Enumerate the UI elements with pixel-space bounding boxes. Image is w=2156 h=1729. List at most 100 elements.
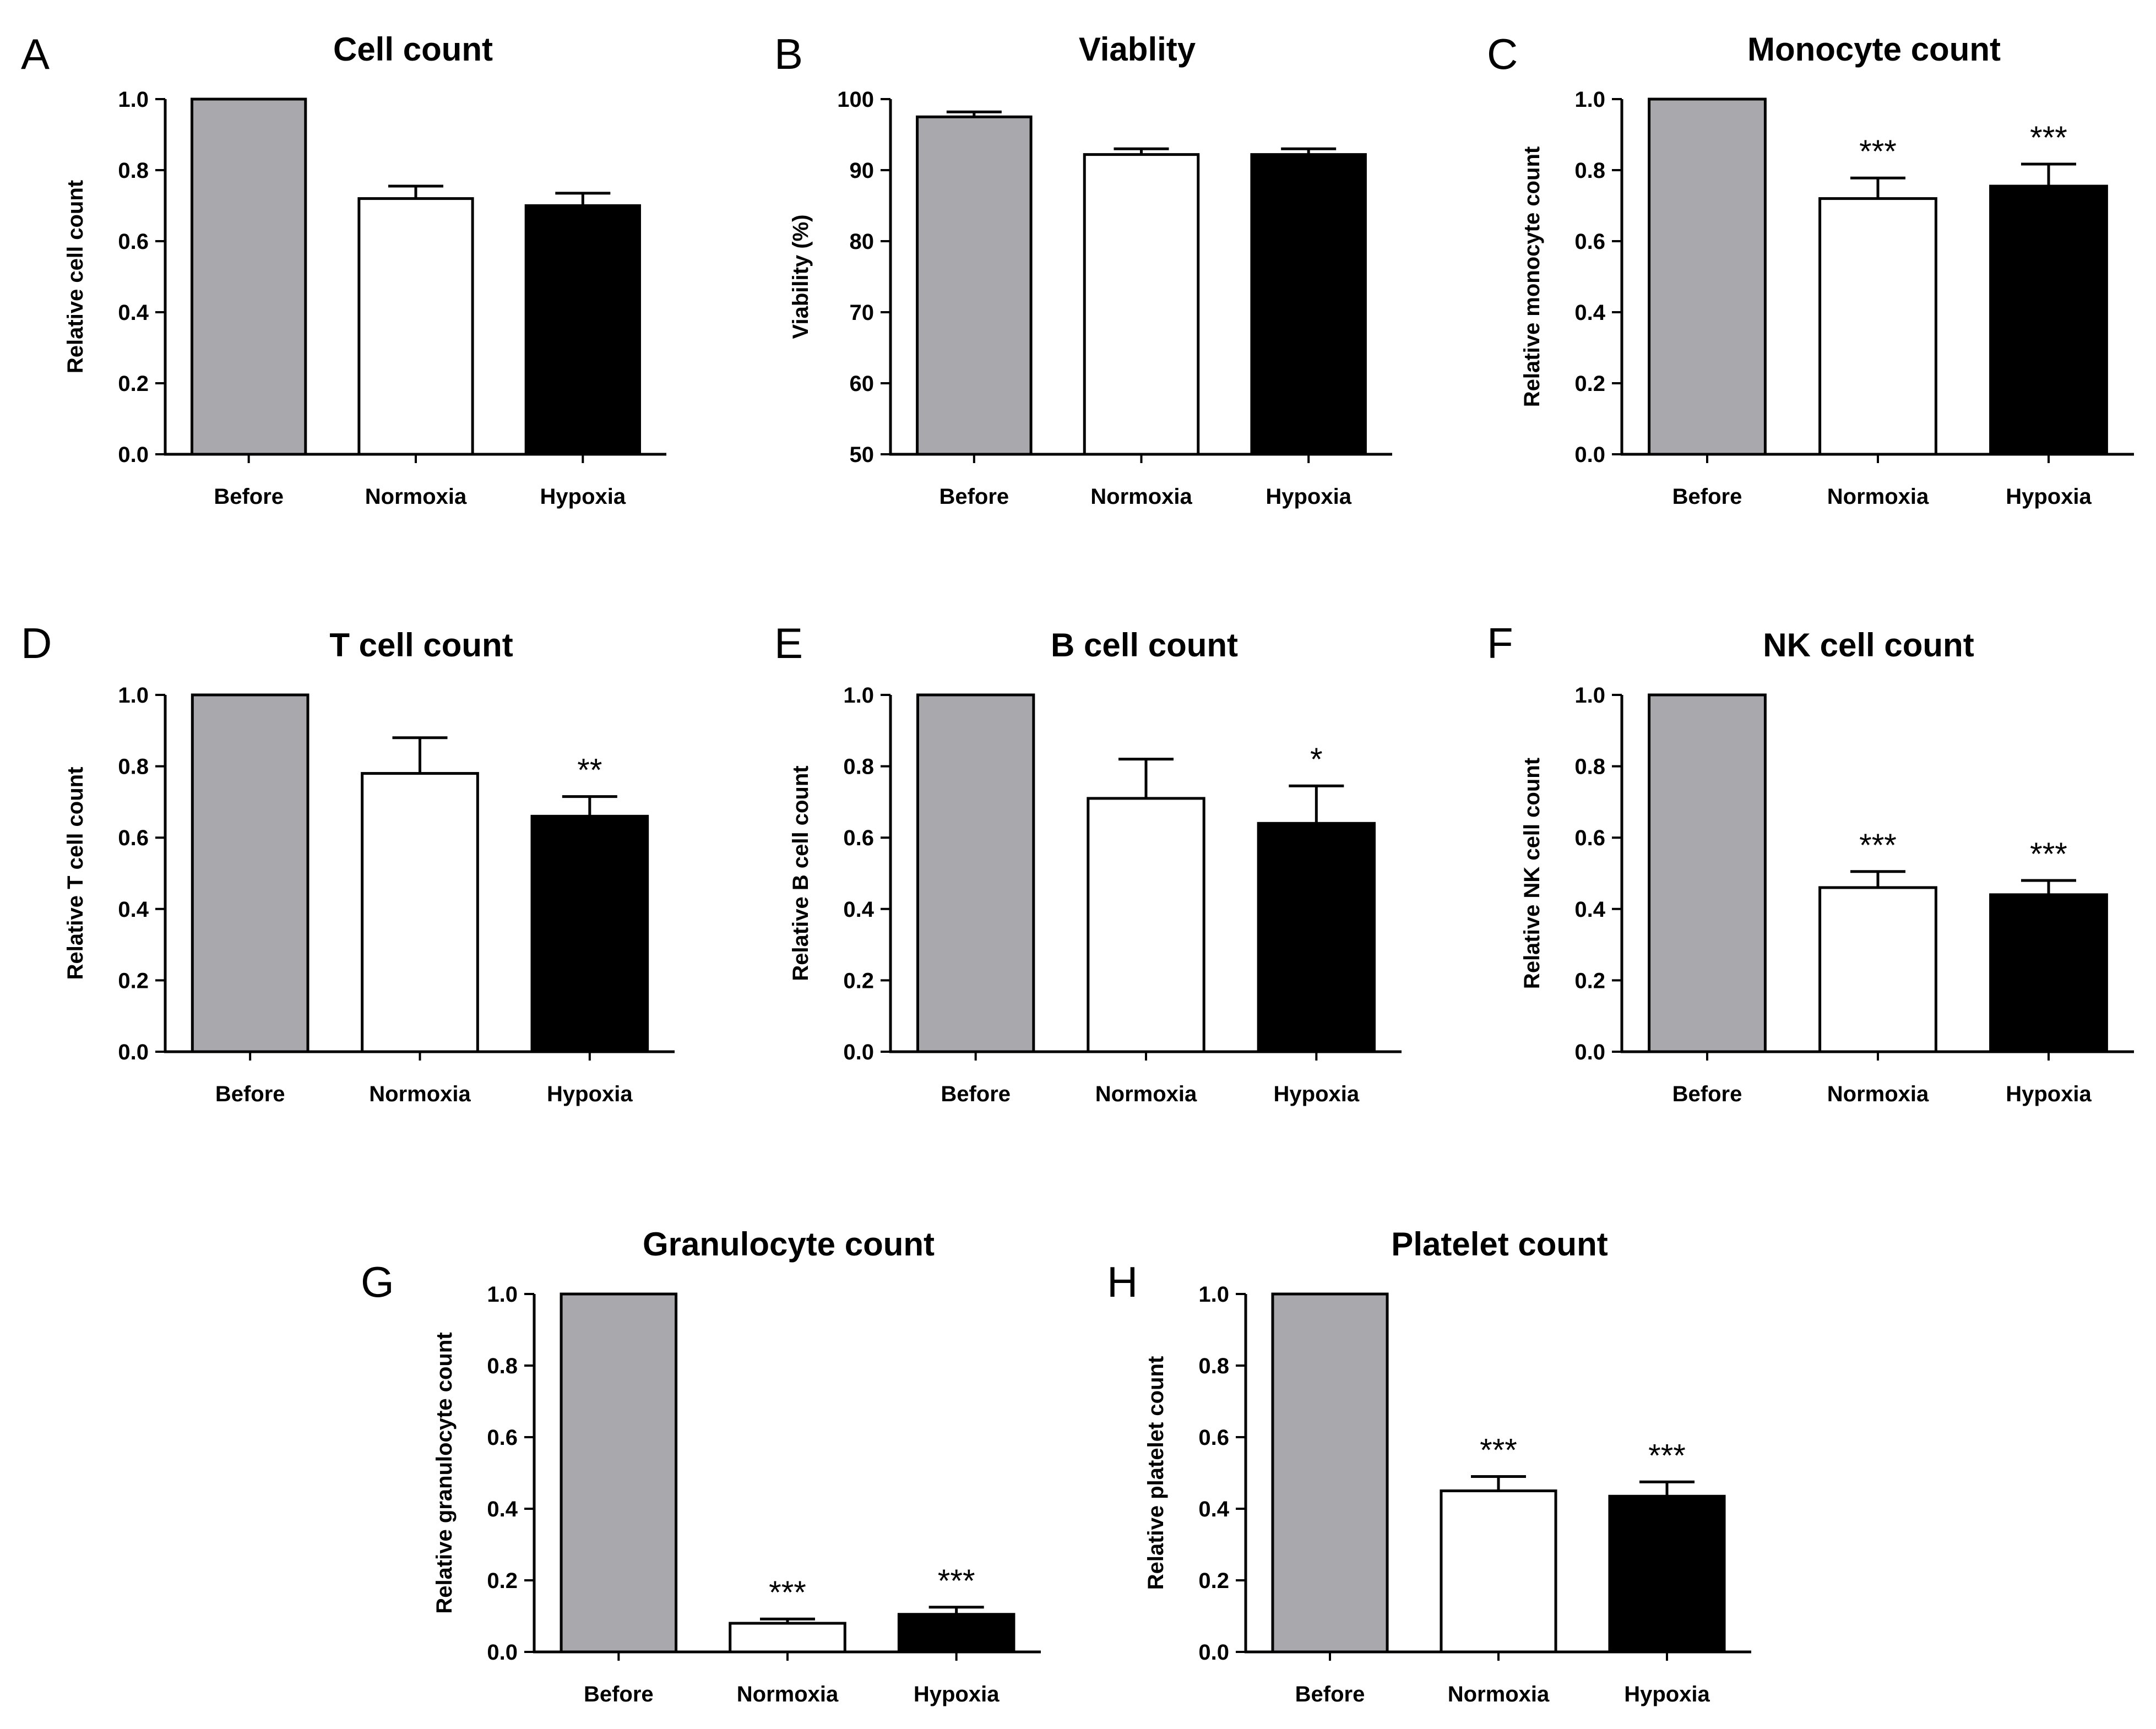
y-tick-label: 0.4	[1574, 898, 1605, 922]
chart-title: NK cell count	[1763, 627, 1974, 664]
x-tick-label: Normoxia	[1095, 1082, 1197, 1106]
x-tick-label: Normoxia	[1448, 1682, 1550, 1706]
x-tick-label: Normoxia	[369, 1082, 471, 1106]
bar-hypoxia	[1989, 184, 2108, 456]
x-tick-label: Normoxia	[1090, 485, 1192, 509]
panel-letter: G	[361, 1258, 394, 1306]
y-axis-label: Relative cell count	[63, 180, 88, 373]
y-tick-label: 0.2	[843, 969, 874, 993]
significance-marker: **	[577, 753, 602, 789]
y-tick-label: 1.0	[843, 683, 874, 708]
bar-hypoxia	[1608, 1494, 1726, 1654]
y-tick-label: 0.0	[118, 1040, 149, 1064]
bar-hypoxia	[1250, 153, 1367, 456]
bar-before	[916, 693, 1035, 1053]
y-tick-label: 1.0	[1574, 683, 1605, 708]
x-tick-label: Hypoxia	[540, 485, 626, 509]
chart-title: Monocyte count	[1747, 31, 2001, 68]
y-axis-label: Relative platelet count	[1144, 1356, 1168, 1590]
bar-before	[916, 115, 1033, 456]
chart-title: B cell count	[1051, 627, 1238, 664]
y-tick-label: 0.0	[118, 443, 149, 467]
bar-before	[1648, 693, 1767, 1053]
x-tick-label: Before	[1672, 1082, 1742, 1106]
panel-letter: D	[21, 619, 52, 667]
bar-hypoxia	[530, 814, 649, 1053]
chart-title: T cell count	[329, 627, 513, 664]
y-tick-label: 0.0	[487, 1640, 518, 1665]
y-tick-label: 0.8	[118, 159, 149, 183]
x-tick-label: Hypoxia	[2006, 485, 2092, 509]
y-tick-label: 1.0	[118, 88, 149, 112]
y-tick-label: 0.4	[1574, 301, 1605, 325]
y-tick-label: 0.4	[1198, 1497, 1229, 1521]
y-tick-label: 0.4	[487, 1497, 518, 1521]
y-tick-label: 0.2	[118, 969, 149, 993]
y-tick-label: 0.0	[1198, 1640, 1229, 1665]
bar-hypoxia	[897, 1613, 1015, 1654]
significance-marker: ***	[1648, 1438, 1686, 1474]
panel-letter: C	[1487, 30, 1518, 78]
bar-before	[1271, 1292, 1389, 1654]
significance-marker: ***	[769, 1575, 806, 1611]
x-tick-label: Hypoxia	[914, 1682, 1000, 1706]
y-tick-label: 1.0	[1198, 1282, 1229, 1307]
x-tick-label: Before	[215, 1082, 285, 1106]
y-tick-label: 80	[850, 230, 875, 254]
x-tick-label: Normoxia	[365, 485, 467, 509]
y-tick-label: 1.0	[118, 683, 149, 708]
y-tick-label: 0.6	[118, 230, 149, 254]
bar-normoxia	[357, 197, 474, 456]
y-axis-label: Relative granulocyte count	[432, 1332, 457, 1613]
y-tick-label: 0.2	[118, 372, 149, 396]
panel-letter: A	[21, 30, 50, 78]
y-tick-label: 0.8	[118, 755, 149, 779]
x-tick-label: Before	[941, 1082, 1011, 1106]
y-axis-label: Relative NK cell count	[1520, 758, 1544, 989]
y-tick-label: 90	[850, 159, 875, 183]
significance-marker: ***	[1859, 828, 1897, 863]
y-tick-label: 0.2	[1574, 969, 1605, 993]
panel-letter: E	[774, 619, 803, 667]
y-axis-label: Relative monocyte count	[1520, 146, 1544, 407]
y-tick-label: 0.4	[843, 898, 874, 922]
x-tick-label: Before	[939, 485, 1009, 509]
significance-marker: ***	[938, 1563, 975, 1599]
y-tick-label: 0.2	[1574, 372, 1605, 396]
chart-title: Cell count	[333, 31, 493, 68]
bar-before	[191, 97, 307, 456]
x-tick-label: Hypoxia	[547, 1082, 633, 1106]
y-tick-label: 0.6	[1574, 230, 1605, 254]
y-tick-label: 0.6	[843, 826, 874, 850]
bar-normoxia	[1818, 886, 1937, 1053]
panel-letter: B	[774, 30, 803, 78]
significance-marker: ***	[1859, 134, 1897, 170]
bar-normoxia	[1440, 1489, 1557, 1654]
x-tick-label: Normoxia	[1827, 1082, 1929, 1106]
y-tick-label: 60	[850, 372, 875, 396]
significance-marker: ***	[2030, 120, 2067, 156]
x-tick-label: Normoxia	[1827, 485, 1929, 509]
chart-title: Granulocyte count	[643, 1226, 935, 1263]
y-tick-label: 1.0	[487, 1282, 518, 1307]
x-tick-label: Hypoxia	[1274, 1082, 1360, 1106]
y-tick-label: 100	[837, 88, 874, 112]
panel-letter: F	[1487, 619, 1513, 667]
y-tick-label: 0.8	[1574, 159, 1605, 183]
bar-normoxia	[1083, 153, 1200, 456]
y-tick-label: 0.2	[487, 1569, 518, 1593]
bar-normoxia	[1087, 797, 1205, 1053]
significance-marker: ***	[2030, 836, 2067, 872]
bar-before	[1648, 97, 1767, 456]
bar-before	[560, 1292, 678, 1654]
bar-before	[191, 693, 309, 1053]
bar-normoxia	[729, 1622, 846, 1654]
x-tick-label: Normoxia	[737, 1682, 839, 1706]
y-tick-label: 0.8	[1198, 1354, 1229, 1378]
bar-hypoxia	[524, 204, 641, 456]
y-axis-label: Viability (%)	[789, 215, 813, 339]
significance-marker: *	[1310, 742, 1323, 777]
y-tick-label: 0.6	[487, 1426, 518, 1450]
y-tick-label: 1.0	[1574, 88, 1605, 112]
